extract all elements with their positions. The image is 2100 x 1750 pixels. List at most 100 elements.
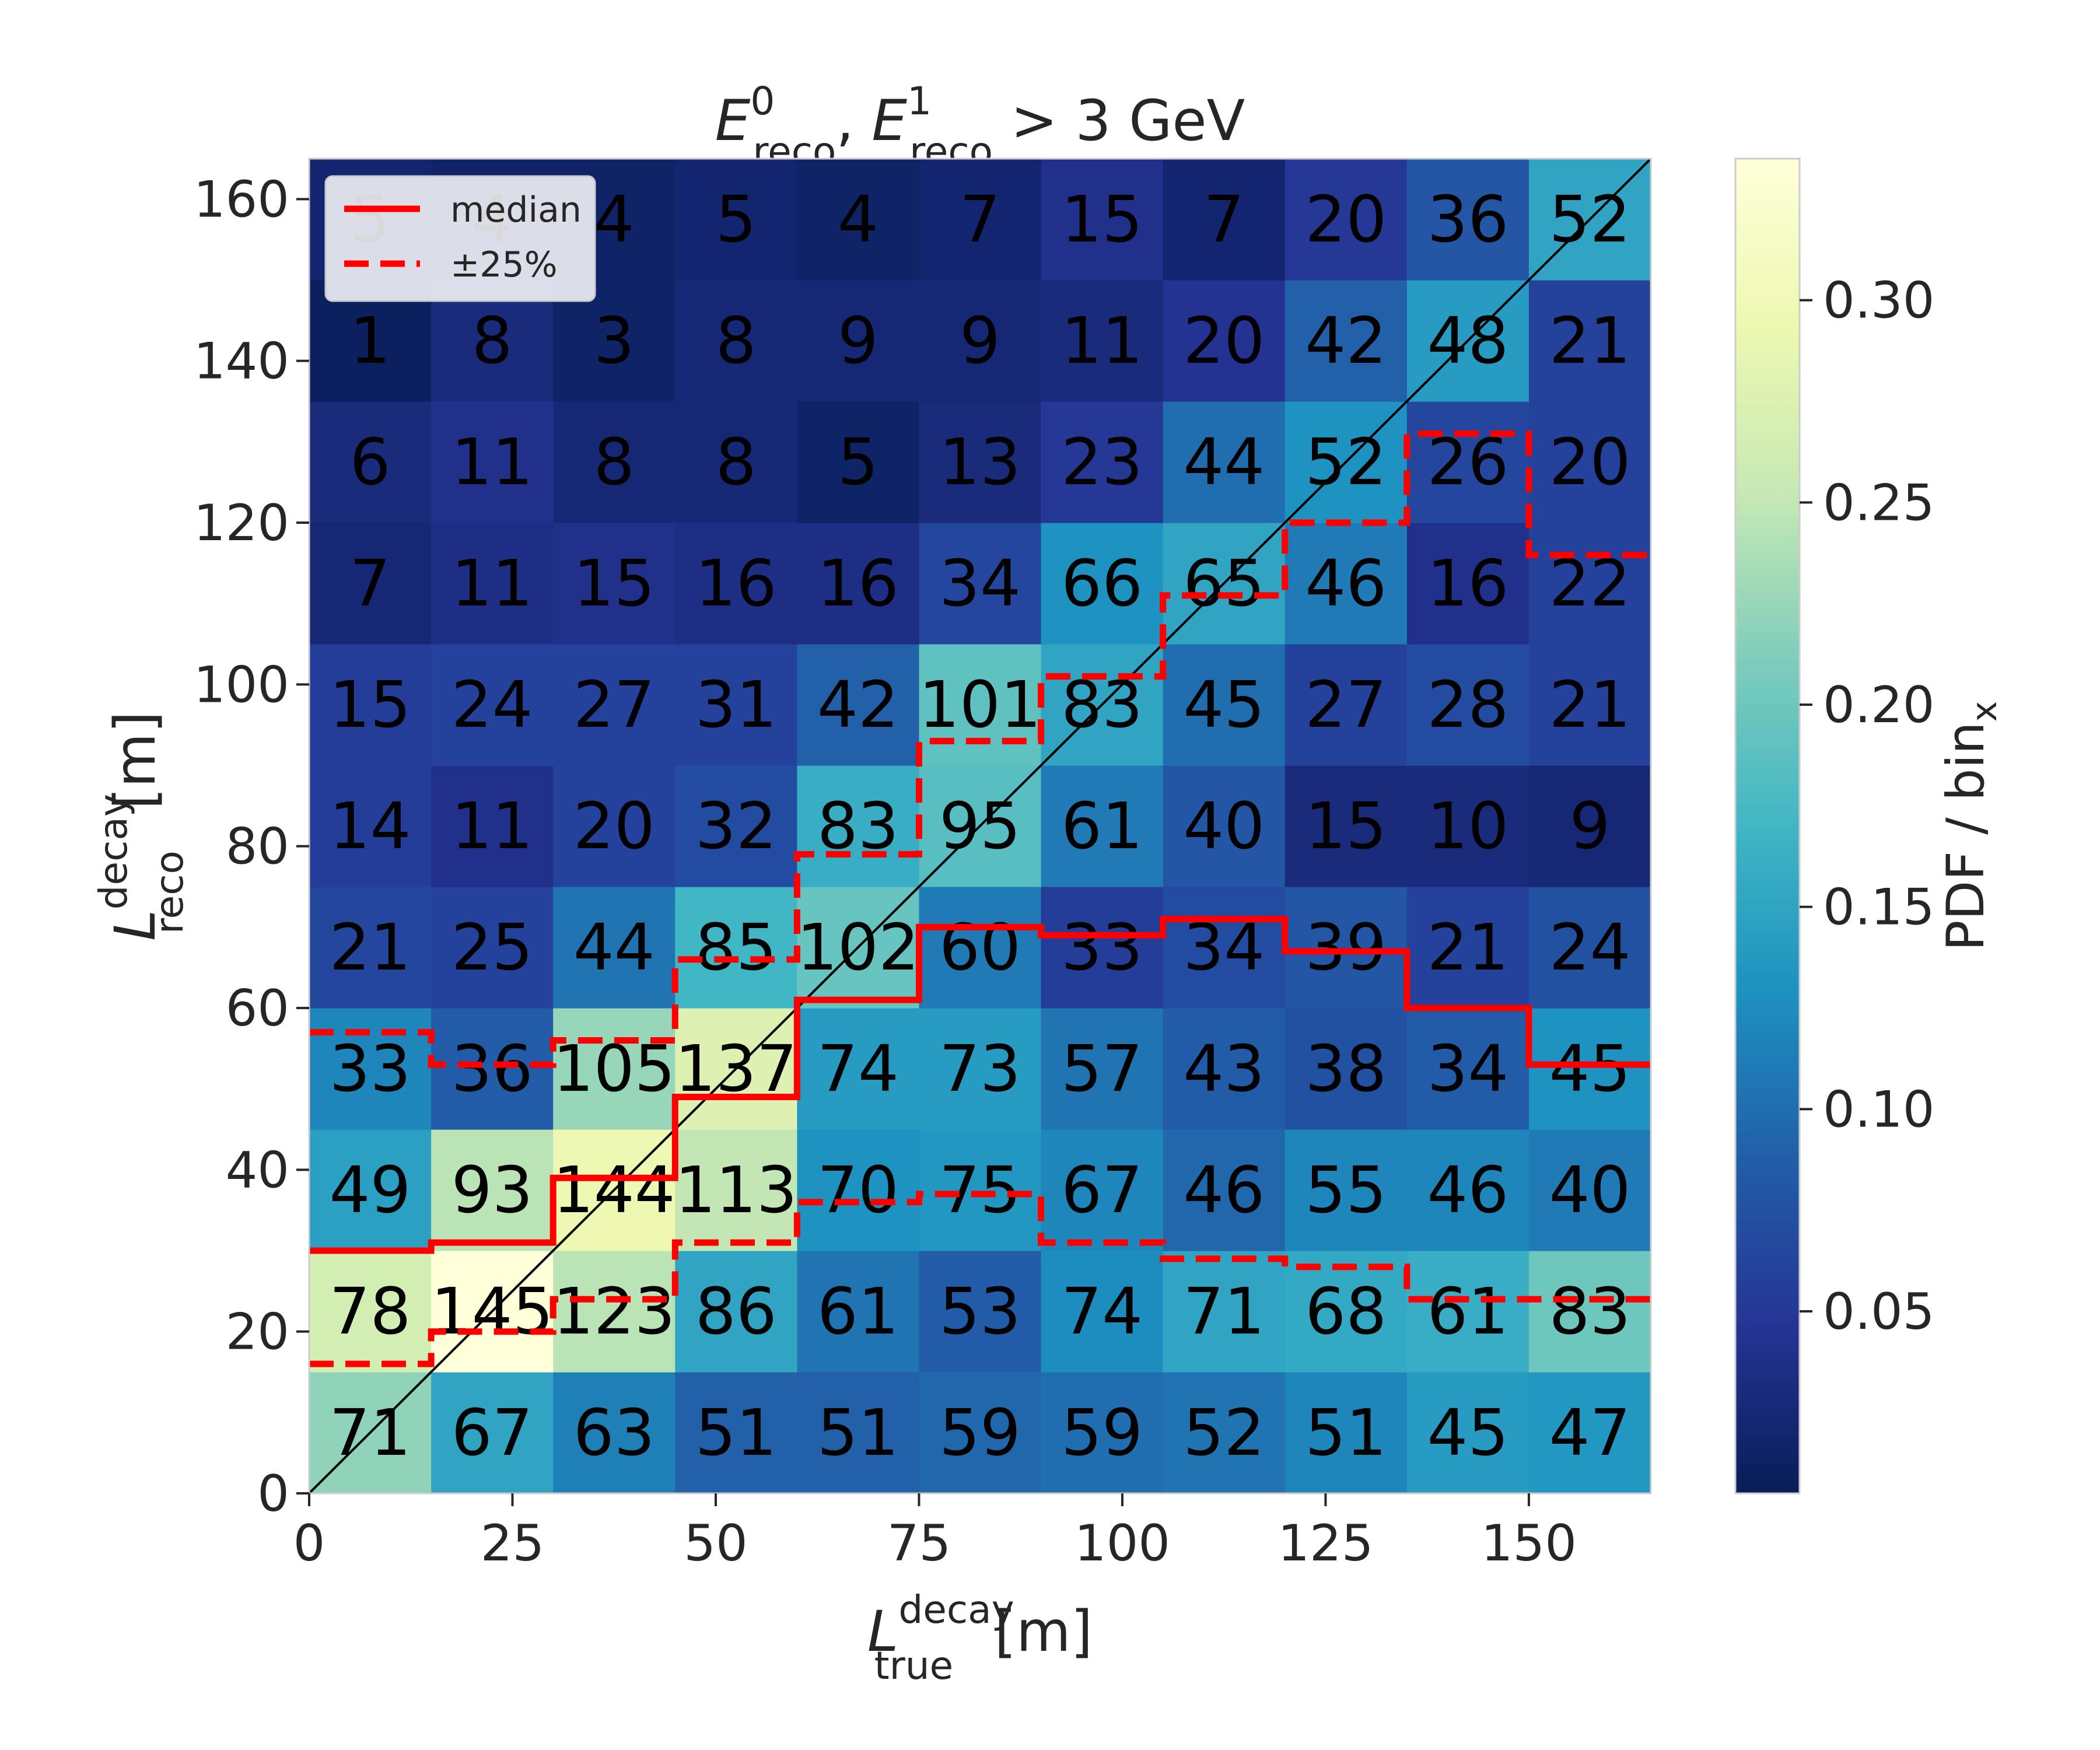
colorbar-tick-label: 0.20 — [1823, 676, 1934, 734]
cell-count-label: 101 — [919, 667, 1041, 742]
cell-count-label: 46 — [1183, 1153, 1265, 1227]
cell-count-label: 16 — [817, 546, 899, 621]
cell-count-label: 11 — [452, 546, 533, 621]
cell-count-label: 8 — [716, 303, 757, 378]
cell-count-label: 42 — [817, 667, 899, 742]
cell-count-label: 68 — [1305, 1274, 1387, 1349]
cell-count-label: 4 — [838, 182, 878, 257]
colorbar-ticks: 0.05 0.10 0.15 0.20 0.25 0.30 — [1800, 272, 1934, 1341]
heatmap-cell — [1163, 1372, 1286, 1494]
cell-count-label: 47 — [1549, 1395, 1631, 1470]
heatmap-cell — [919, 280, 1042, 402]
heatmap-cell — [1528, 1008, 1651, 1130]
heatmap-cell — [675, 644, 797, 766]
y-axis-label: Ldecay reco [m] — [91, 711, 192, 941]
cell-count-label: 51 — [817, 1395, 899, 1470]
cell-count-label: 26 — [1427, 425, 1508, 499]
cell-count-label: 83 — [1549, 1274, 1631, 1349]
heatmap-cell — [1406, 523, 1530, 645]
chart-title: E0 reco, E1 reco > 3 GeV — [715, 79, 1245, 174]
cell-count-label: 105 — [553, 1031, 676, 1106]
colorbar-label: PDF / binx — [1936, 701, 2005, 951]
cell-count-label: 57 — [1061, 1031, 1143, 1106]
cell-count-label: 78 — [330, 1274, 411, 1349]
heatmap-cell — [1284, 765, 1408, 887]
cell-count-label: 36 — [1427, 182, 1508, 257]
heatmap-cell — [1528, 1251, 1651, 1373]
cell-count-label: 46 — [1427, 1153, 1508, 1227]
colorbar-tick-label: 0.25 — [1823, 474, 1934, 532]
heatmap-cell — [431, 523, 554, 645]
heatmap-cell — [1041, 523, 1164, 645]
cell-count-label: 33 — [330, 1031, 411, 1106]
heatmap-cell — [1528, 1372, 1651, 1494]
cell-count-label: 21 — [330, 910, 411, 985]
heatmap-cell — [431, 1008, 554, 1130]
heatmap-cell — [1284, 523, 1408, 645]
heatmap-cell — [919, 523, 1042, 645]
heatmap-cell — [1528, 401, 1651, 523]
y-axis-ticks: 0 20 40 60 80 100 120 140 160 — [194, 170, 309, 1523]
cell-count-label: 52 — [1183, 1395, 1265, 1470]
cell-count-label: 45 — [1183, 667, 1265, 742]
identity-diagonal-line — [309, 159, 1651, 1493]
cell-count-label: 5 — [716, 182, 757, 257]
cell-count-label: 40 — [1549, 1153, 1631, 1227]
heatmap-cell — [1406, 1129, 1530, 1251]
heatmap-cell — [1406, 401, 1530, 523]
heatmap-cell — [553, 887, 676, 1009]
heatmap-cell — [309, 1008, 432, 1130]
heatmap-cell — [1284, 1008, 1408, 1130]
heatmap-cell — [1528, 1129, 1651, 1251]
cell-count-label: 5 — [838, 425, 878, 499]
heatmap-cell — [309, 644, 432, 766]
cell-count-label: 11 — [452, 789, 533, 863]
heatmap-cell — [1406, 644, 1530, 766]
y-tick-label: 60 — [226, 979, 289, 1038]
cell-count-label: 23 — [1061, 425, 1143, 499]
heatmap-cell — [919, 159, 1042, 281]
heatmap-cell — [1041, 280, 1164, 402]
upper-quartile-step-line — [309, 430, 1651, 1068]
cell-count-label: 3 — [594, 303, 635, 378]
heatmap-cell — [675, 887, 797, 1009]
heatmap-cell — [1284, 1251, 1408, 1373]
legend: median ±25% — [324, 175, 596, 302]
cell-count-label: 9 — [960, 303, 1000, 378]
heatmap-cell — [309, 887, 432, 1009]
cell-count-label: 85 — [695, 910, 777, 985]
heatmap-cell — [919, 644, 1042, 766]
heatmap-cell — [675, 523, 797, 645]
heatmap-cell — [1284, 159, 1408, 281]
x-axis-label: Ldecay true [m] — [867, 1587, 1093, 1688]
heatmap-cell — [1284, 644, 1408, 766]
cell-count-label: 93 — [452, 1153, 533, 1227]
cell-count-label: 74 — [1061, 1274, 1143, 1349]
cell-count-label: 71 — [1183, 1274, 1265, 1349]
heatmap-cell — [553, 765, 676, 887]
heatmap-cell — [797, 401, 920, 523]
y-tick-label: 40 — [226, 1141, 289, 1199]
x-tick-label: 50 — [684, 1514, 747, 1573]
x-tick-label: 150 — [1481, 1514, 1577, 1573]
cell-count-label: 15 — [1061, 182, 1143, 257]
cell-count-label: 49 — [330, 1153, 411, 1227]
heatmap-cell — [797, 1372, 920, 1494]
cell-count-label: 36 — [452, 1031, 533, 1106]
x-tick-label: 0 — [293, 1514, 326, 1573]
heatmap-cell — [553, 644, 676, 766]
cell-count-label: 21 — [1427, 910, 1508, 985]
cell-count-label: 42 — [1305, 303, 1387, 378]
heatmap-cell — [1528, 644, 1651, 766]
heatmap-cell — [919, 1372, 1042, 1494]
cell-count-label: 24 — [1549, 910, 1631, 985]
cell-count-label: 21 — [1549, 667, 1631, 742]
cell-count-label: 43 — [1183, 1031, 1265, 1106]
cell-count-label: 8 — [716, 425, 757, 499]
cell-count-label: 60 — [939, 910, 1021, 985]
x-tick-label: 75 — [887, 1514, 951, 1573]
cell-count-label: 59 — [939, 1395, 1021, 1470]
heatmap-cell — [1163, 401, 1286, 523]
cell-count-label: 11 — [452, 425, 533, 499]
heatmap-cell — [919, 887, 1042, 1009]
